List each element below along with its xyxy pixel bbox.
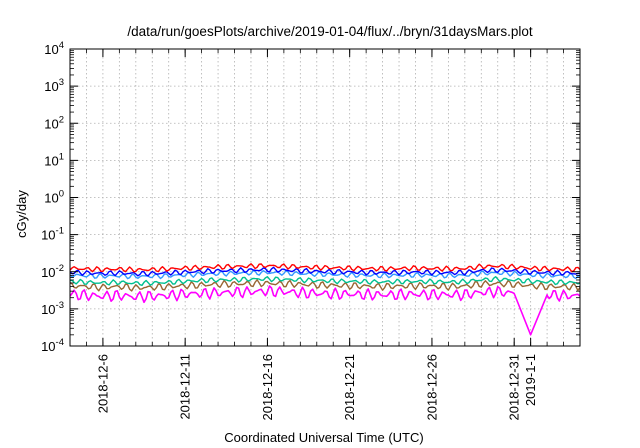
x-tick-label: 2018-12-16	[260, 354, 275, 421]
y-tick-label: 10-2	[41, 263, 64, 280]
series-line	[69, 285, 581, 336]
series-line	[69, 266, 580, 277]
tick-marks	[70, 48, 580, 347]
y-tick-label: 100	[44, 189, 64, 206]
series-line	[69, 263, 581, 273]
x-tick-label: 2018-12-26	[424, 354, 439, 421]
y-tick-label: 10-4	[41, 337, 64, 354]
x-tick-label: 2018-12-6	[95, 354, 110, 413]
y-tick-label: 104	[44, 40, 64, 57]
y-tick-label: 101	[44, 151, 64, 168]
y-axis-label: cGy/day	[14, 190, 29, 238]
x-tick-label: 2018-12-11	[178, 354, 193, 420]
x-axis-label: Coordinated Universal Time (UTC)	[224, 430, 423, 445]
series-layer	[69, 263, 581, 336]
series-line	[69, 276, 581, 286]
x-tick-label: 2018-12-21	[342, 354, 357, 421]
x-tick-label: 2018-12-31	[507, 354, 522, 421]
series-line	[69, 279, 581, 292]
x-tick-labels: 2018-12-6 2018-12-11 2018-12-16 2018-12-21 2…	[95, 354, 538, 421]
grid-lines	[70, 49, 580, 346]
y-tick-label: 10-3	[41, 300, 64, 317]
y-tick-labels: 10-4 10-3 10-2 10-1 100 101 102 103 104	[41, 40, 64, 354]
y-tick-label: 103	[44, 77, 64, 94]
chart-title: /data/run/goesPlots/archive/2019-01-04/f…	[127, 24, 532, 39]
x-tick-label: 2019-1-1	[523, 354, 538, 406]
series-line	[69, 270, 581, 280]
y-tick-label: 102	[44, 114, 64, 131]
y-tick-label: 10-1	[41, 226, 64, 243]
